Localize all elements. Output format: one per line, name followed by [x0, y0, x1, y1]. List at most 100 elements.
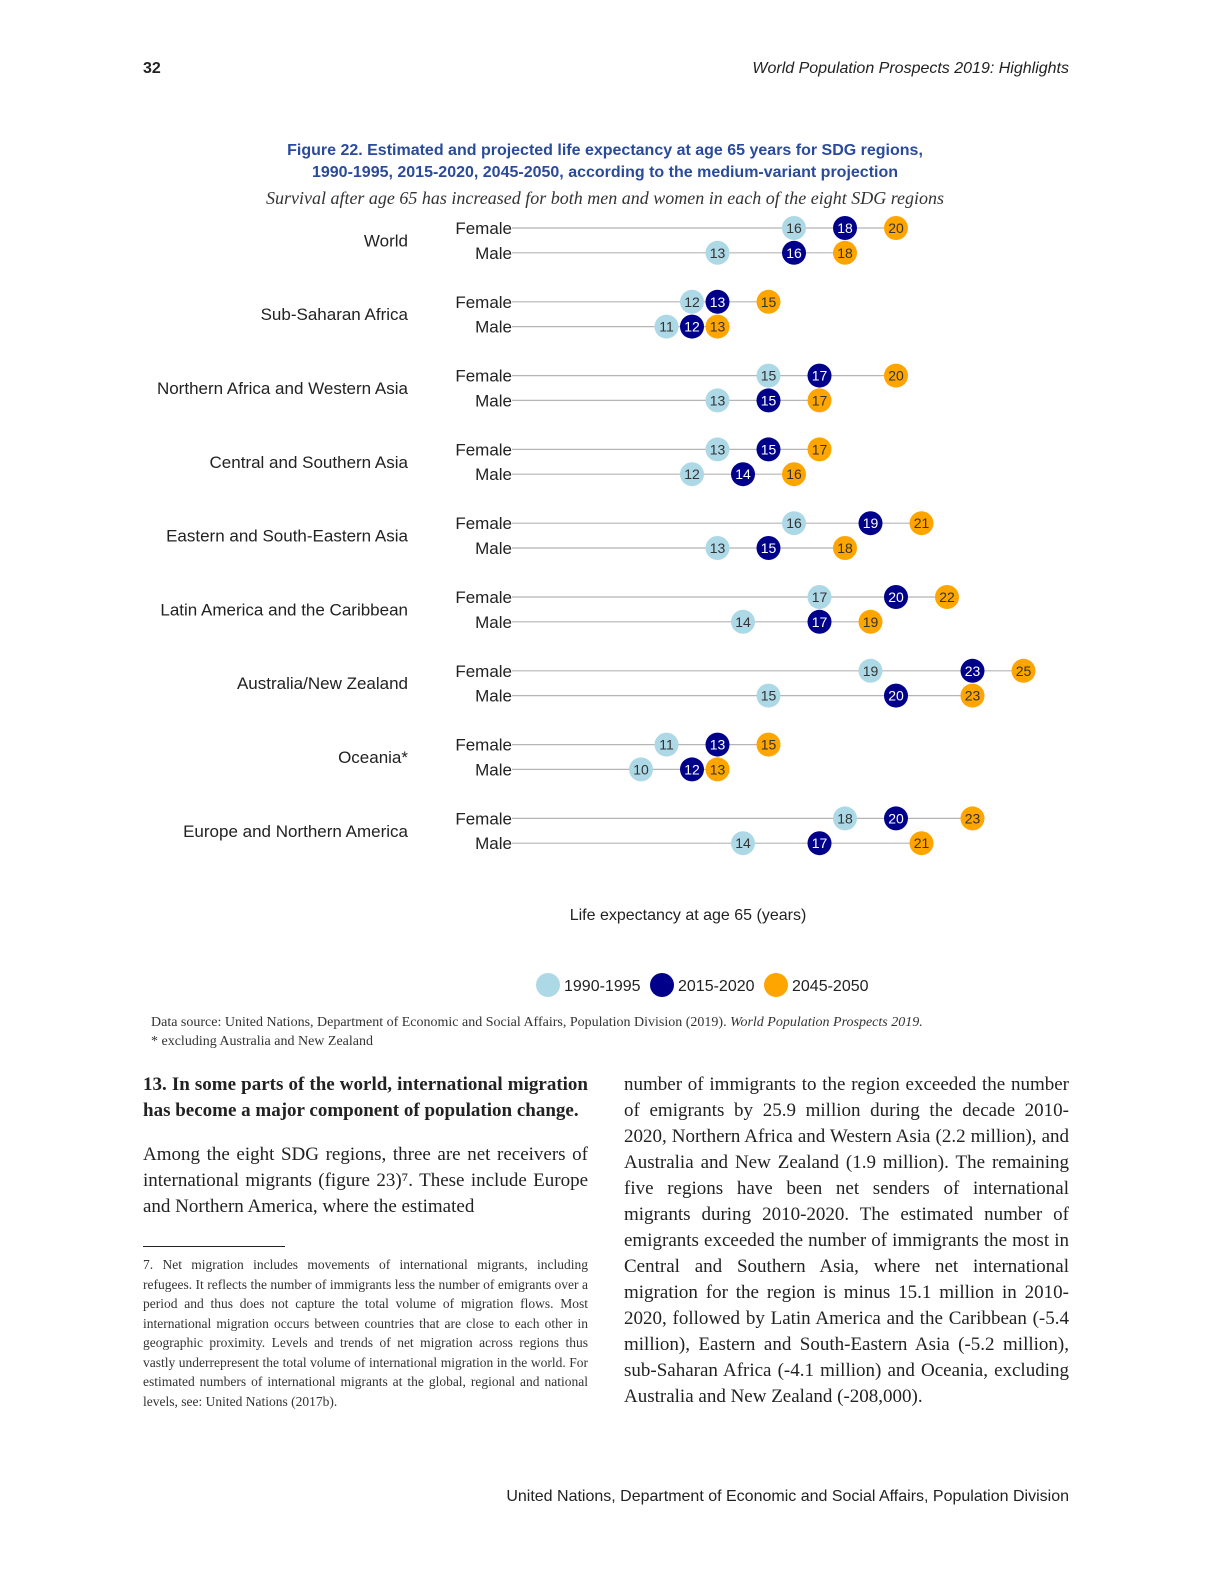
dot-australia-new-zealand-male-2045-2050 [960, 683, 985, 708]
dot-label-australia-new-zealand-male-1990-1995: 15 [761, 688, 777, 704]
dot-australia-new-zealand-female-1990-1995 [858, 658, 883, 683]
dot-label-latin-america-and-the-caribbean-female-2015-2020: 20 [888, 589, 904, 605]
dot-label-europe-and-northern-america-male-2015-2020: 17 [812, 835, 828, 851]
dot-label-northern-africa-and-western-asia-male-1990-1995: 13 [710, 392, 726, 408]
dot-label-oceania-female-2015-2020: 13 [710, 737, 726, 753]
dot-label-world-female-2015-2020: 18 [837, 220, 853, 236]
figure-title-line-2: 1990-1995, 2015-2020, 2045-2050, accordi… [311, 164, 899, 181]
legend-swatch-2045-2050 [764, 973, 788, 997]
sex-label-female: Female [455, 736, 512, 755]
dot-europe-and-northern-america-male-2015-2020 [807, 831, 832, 856]
region-label-central-and-southern-asia: Central and Southern Asia [210, 453, 409, 472]
dot-label-central-and-southern-asia-male-2015-2020: 14 [735, 466, 751, 482]
dot-label-eastern-and-south-eastern-asia-male-2015-2020: 15 [761, 540, 777, 556]
dot-europe-and-northern-america-male-1990-1995 [731, 831, 755, 856]
life-expectancy-dot-chart: World Female 16 18 20 Male 13 16 18 Sub-Saharan A… [157, 216, 1036, 997]
sex-label-female: Female [455, 662, 512, 681]
region-label-sub-saharan-africa: Sub-Saharan Africa [261, 305, 409, 324]
dot-label-world-female-1990-1995: 16 [786, 220, 802, 236]
dot-label-world-male-2015-2020: 16 [786, 245, 802, 261]
dot-eastern-and-south-eastern-asia-female-1990-1995 [782, 511, 806, 536]
dot-label-latin-america-and-the-caribbean-female-2045-2050: 22 [939, 589, 955, 605]
dot-label-australia-new-zealand-male-2045-2050: 23 [965, 688, 981, 704]
dot-label-australia-new-zealand-female-2045-2050: 25 [1016, 663, 1032, 679]
dot-latin-america-and-the-caribbean-female-1990-1995 [807, 585, 832, 609]
dot-oceania-male-2045-2050 [705, 757, 730, 782]
dot-label-sub-saharan-africa-female-2015-2020: 13 [710, 294, 726, 310]
dot-northern-africa-and-western-asia-male-1990-1995 [705, 388, 730, 413]
sex-label-male: Male [475, 244, 512, 263]
dot-label-oceania-male-2045-2050: 13 [710, 761, 726, 777]
dot-australia-new-zealand-male-2015-2020 [884, 683, 908, 708]
dot-central-and-southern-asia-male-2015-2020 [731, 462, 755, 487]
section-heading: 13. In some parts of the world, internat… [143, 1074, 588, 1121]
dot-label-oceania-male-2015-2020: 12 [684, 761, 700, 777]
dot-world-male-1990-1995 [705, 240, 730, 265]
dot-sub-saharan-africa-female-2045-2050 [756, 289, 781, 314]
dot-label-world-male-1990-1995: 13 [710, 245, 726, 261]
dot-oceania-male-2015-2020 [680, 757, 704, 782]
dot-world-male-2015-2020 [782, 240, 806, 265]
legend-label-1990-1995: 1990-1995 [564, 978, 641, 995]
dot-eastern-and-south-eastern-asia-female-2045-2050 [909, 511, 934, 536]
dot-label-northern-africa-and-western-asia-female-2045-2050: 20 [888, 368, 904, 384]
sex-label-female: Female [455, 219, 512, 238]
page-footer: United Nations, Department of Economic a… [506, 1488, 1069, 1505]
dot-oceania-female-2045-2050 [756, 732, 781, 757]
figure-title-line-1: Figure 22. Estimated and projected life … [287, 142, 923, 159]
dot-label-central-and-southern-asia-female-1990-1995: 13 [710, 441, 726, 457]
dot-central-and-southern-asia-male-1990-1995 [680, 462, 704, 487]
data-source-text: Data source: United Nations, Department … [151, 1015, 731, 1030]
dot-northern-africa-and-western-asia-female-2045-2050 [884, 363, 908, 388]
dot-central-and-southern-asia-female-2015-2020 [756, 437, 781, 462]
sex-label-male: Male [475, 465, 512, 484]
region-label-eastern-and-south-eastern-asia: Eastern and South-Eastern Asia [166, 527, 408, 546]
dot-label-oceania-male-1990-1995: 10 [633, 761, 649, 777]
dot-label-oceania-female-2045-2050: 15 [761, 737, 777, 753]
sex-label-female: Female [455, 367, 512, 386]
dot-latin-america-and-the-caribbean-male-1990-1995 [731, 609, 755, 634]
dot-label-australia-new-zealand-female-2015-2020: 23 [965, 663, 981, 679]
dot-world-male-2045-2050 [833, 240, 857, 265]
dot-world-female-1990-1995 [782, 216, 806, 240]
sex-label-female: Female [455, 514, 512, 533]
dot-latin-america-and-the-caribbean-female-2045-2050 [935, 585, 959, 609]
dot-europe-and-northern-america-female-2045-2050 [960, 806, 985, 831]
dot-oceania-female-1990-1995 [654, 732, 679, 757]
legend-label-2045-2050: 2045-2050 [792, 978, 869, 995]
dot-latin-america-and-the-caribbean-male-2045-2050 [858, 609, 883, 634]
footnote-rule [143, 1246, 285, 1247]
dot-eastern-and-south-eastern-asia-female-2015-2020 [858, 511, 883, 536]
right-paragraph: number of immigrants to the region excee… [624, 1074, 1069, 1407]
sex-label-female: Female [455, 440, 512, 459]
dot-label-northern-africa-and-western-asia-male-2045-2050: 17 [812, 392, 828, 408]
dot-label-eastern-and-south-eastern-asia-female-2045-2050: 21 [914, 515, 930, 531]
dot-label-sub-saharan-africa-male-2045-2050: 13 [710, 319, 726, 335]
dot-latin-america-and-the-caribbean-female-2015-2020 [884, 585, 908, 609]
dot-sub-saharan-africa-female-1990-1995 [680, 289, 704, 314]
dot-label-australia-new-zealand-male-2015-2020: 20 [888, 688, 904, 704]
dot-europe-and-northern-america-female-1990-1995 [833, 806, 857, 831]
dot-label-latin-america-and-the-caribbean-female-1990-1995: 17 [812, 589, 828, 605]
region-label-europe-and-northern-america: Europe and Northern America [183, 822, 408, 841]
dot-sub-saharan-africa-male-2045-2050 [705, 314, 730, 339]
dot-australia-new-zealand-male-1990-1995 [756, 683, 781, 708]
dot-label-europe-and-northern-america-female-2045-2050: 23 [965, 810, 981, 826]
legend-swatch-1990-1995 [536, 973, 560, 997]
dot-label-sub-saharan-africa-female-2045-2050: 15 [761, 294, 777, 310]
dot-europe-and-northern-america-male-2045-2050 [909, 831, 934, 856]
dot-label-latin-america-and-the-caribbean-male-1990-1995: 14 [735, 614, 751, 630]
sex-label-female: Female [455, 293, 512, 312]
dot-label-australia-new-zealand-female-1990-1995: 19 [863, 663, 879, 679]
sex-label-male: Male [475, 834, 512, 853]
page-number: 32 [143, 60, 161, 77]
dot-europe-and-northern-america-female-2015-2020 [884, 806, 908, 831]
region-label-world: World [364, 231, 408, 250]
region-label-northern-africa-and-western-asia: Northern Africa and Western Asia [157, 379, 409, 398]
sex-label-female: Female [455, 588, 512, 607]
figure-title: Figure 22. Estimated and projected life … [200, 140, 1010, 184]
sex-label-male: Male [475, 391, 512, 410]
sex-label-male: Male [475, 318, 512, 337]
x-axis-label: Life expectancy at age 65 (years) [570, 907, 807, 924]
dot-label-eastern-and-south-eastern-asia-male-2045-2050: 18 [837, 540, 853, 556]
